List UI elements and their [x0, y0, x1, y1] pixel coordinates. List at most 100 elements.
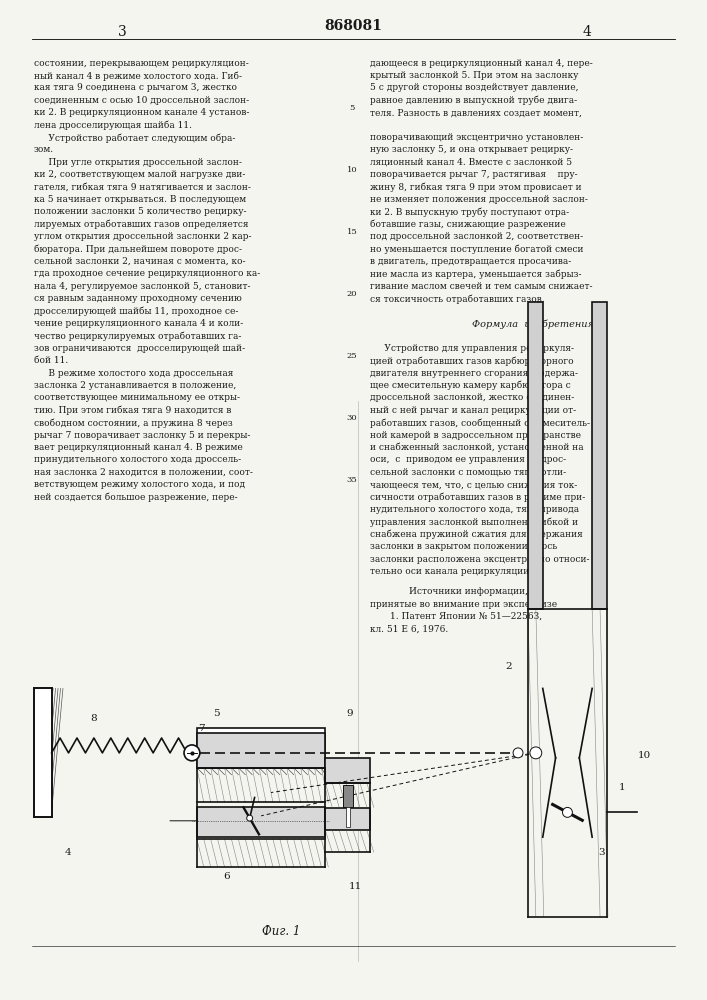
Text: 2: 2	[505, 662, 511, 671]
Text: ся равным заданному проходному сечению: ся равным заданному проходному сечению	[34, 294, 242, 303]
Text: 35: 35	[346, 476, 358, 484]
Text: дающееся в рециркуляционный канал 4, пере-: дающееся в рециркуляционный канал 4, пер…	[370, 59, 592, 68]
Text: При угле открытия дроссельной заслон-: При угле открытия дроссельной заслон-	[34, 158, 242, 167]
Text: ка 5 начинает открываться. В последующем: ка 5 начинает открываться. В последующем	[34, 195, 246, 204]
Text: 868081: 868081	[324, 19, 382, 33]
Text: ние масла из картера, уменьшается забрыз-: ние масла из картера, уменьшается забрыз…	[370, 269, 581, 279]
Text: управления заслонкой выполнена гибкой и: управления заслонкой выполнена гибкой и	[370, 517, 578, 527]
Text: под дроссельной заслонкой 2, соответствен-: под дроссельной заслонкой 2, соответстве…	[370, 232, 583, 241]
Bar	[325, 758, 370, 783]
Text: 1: 1	[619, 783, 625, 792]
Text: тию. При этом гибкая тяга 9 находится в: тию. При этом гибкая тяга 9 находится в	[34, 406, 231, 415]
Text: бой 11.: бой 11.	[34, 356, 68, 365]
Bar	[197, 733, 325, 768]
Text: ный канал 4 в режиме холостого хода. Гиб-: ный канал 4 в режиме холостого хода. Гиб…	[34, 71, 242, 81]
Text: ся токсичность отработавших газов.: ся токсичность отработавших газов.	[370, 294, 544, 304]
Text: 5: 5	[349, 104, 355, 112]
Text: но уменьшается поступление богатой смеси: но уменьшается поступление богатой смеси	[370, 245, 583, 254]
Text: крытый заслонкой 5. При этом на заслонку: крытый заслонкой 5. При этом на заслонку	[370, 71, 578, 80]
Text: состоянии, перекрывающем рециркуляцион-: состоянии, перекрывающем рециркуляцион-	[34, 59, 249, 68]
Text: ки 2. В выпускную трубу поступают отра-: ки 2. В выпускную трубу поступают отра-	[370, 207, 569, 217]
Text: чающееся тем, что, с целью снижения ток-: чающееся тем, что, с целью снижения ток-	[370, 480, 577, 489]
Circle shape	[184, 745, 200, 761]
Circle shape	[247, 815, 252, 821]
Text: вает рециркуляционный канал 4. В режиме: вает рециркуляционный канал 4. В режиме	[34, 443, 243, 452]
Text: 4: 4	[65, 848, 71, 857]
Text: дроссельной заслонкой, жестко соединен-: дроссельной заслонкой, жестко соединен-	[370, 393, 574, 402]
Text: тельно оси канала рециркуляции.: тельно оси канала рециркуляции.	[370, 567, 532, 576]
Text: 3: 3	[118, 25, 127, 39]
Text: поворачивающий эксцентрично установлен-: поворачивающий эксцентрично установлен-	[370, 133, 583, 142]
Circle shape	[563, 807, 573, 817]
Text: зом.: зом.	[34, 145, 54, 154]
Text: 6: 6	[223, 872, 230, 881]
Text: чество рециркулируемых отработавших га-: чество рециркулируемых отработавших га-	[34, 331, 241, 341]
Text: нудительного холостого хода, тяга привода: нудительного холостого хода, тяга привод…	[370, 505, 579, 514]
Text: равное давлению в выпускной трубе двига-: равное давлению в выпускной трубе двига-	[370, 96, 577, 105]
Bar	[592, 302, 607, 609]
Text: заслонки расположена эксцентрично относи-: заслонки расположена эксцентрично относи…	[370, 555, 590, 564]
Text: оси,  с  приводом ее управления от дрос-: оси, с приводом ее управления от дрос-	[370, 455, 566, 464]
Text: ляционный канал 4. Вместе с заслонкой 5: ляционный канал 4. Вместе с заслонкой 5	[370, 158, 572, 167]
Text: ной камерой в задроссельном пространстве: ной камерой в задроссельном пространстве	[370, 431, 581, 440]
Text: ки 2, соответствующем малой нагрузке дви-: ки 2, соответствующем малой нагрузке дви…	[34, 170, 245, 179]
Text: чение рециркуляционного канала 4 и коли-: чение рециркуляционного канала 4 и коли-	[34, 319, 243, 328]
Text: 3: 3	[599, 848, 605, 857]
Bar	[528, 302, 543, 609]
Text: кл. 51 Е 6, 1976.: кл. 51 Е 6, 1976.	[370, 624, 448, 633]
Text: ней создается большое разрежение, пере-: ней создается большое разрежение, пере-	[34, 493, 238, 502]
Text: В режиме холостого хода дроссельная: В режиме холостого хода дроссельная	[34, 369, 233, 378]
Text: гателя, гибкая тяга 9 натягивается и заслон-: гателя, гибкая тяга 9 натягивается и зас…	[34, 183, 251, 192]
Text: 7: 7	[199, 724, 205, 733]
Text: гда проходное сечение рециркуляционного ка-: гда проходное сечение рециркуляционного …	[34, 269, 260, 278]
Text: лируемых отработавших газов определяется: лируемых отработавших газов определяется	[34, 220, 248, 229]
Text: соединенным с осью 10 дроссельной заслон-: соединенным с осью 10 дроссельной заслон…	[34, 96, 249, 105]
Bar	[325, 808, 370, 830]
Text: ки 2. В рециркуляционном канале 4 установ-: ки 2. В рециркуляционном канале 4 устано…	[34, 108, 249, 117]
Text: принудительного холостого хода дроссель-: принудительного холостого хода дроссель-	[34, 455, 241, 464]
Text: рычаг 7 поворачивает заслонку 5 и перекры-: рычаг 7 поворачивает заслонку 5 и перекр…	[34, 431, 250, 440]
Text: в двигатель, предотвращается просачива-: в двигатель, предотвращается просачива-	[370, 257, 571, 266]
Text: цией отработавших газов карбюраторного: цией отработавших газов карбюраторного	[370, 356, 573, 366]
Text: принятые во внимание при экспертизе: принятые во внимание при экспертизе	[370, 600, 557, 609]
Bar	[343, 785, 353, 807]
Text: 8: 8	[90, 714, 96, 723]
Text: 11: 11	[349, 882, 361, 891]
Text: сельной заслонки 2, начиная с момента, ко-: сельной заслонки 2, начиная с момента, к…	[34, 257, 245, 266]
Text: ную заслонку 5, и она открывает рецирку-: ную заслонку 5, и она открывает рецирку-	[370, 145, 573, 154]
Circle shape	[513, 748, 523, 758]
Text: ботавшие газы, снижающие разрежение: ботавшие газы, снижающие разрежение	[370, 220, 566, 229]
Text: 25: 25	[346, 352, 357, 360]
Text: щее смесительную камеру карбюратора с: щее смесительную камеру карбюратора с	[370, 381, 571, 390]
Text: ветствующем режиму холостого хода, и под: ветствующем режиму холостого хода, и под	[34, 480, 245, 489]
Text: лена дросселирующая шайба 11.: лена дросселирующая шайба 11.	[34, 121, 192, 130]
Text: ный с ней рычаг и канал рециркуляции от-: ный с ней рычаг и канал рециркуляции от-	[370, 406, 576, 415]
Text: Устройство для управления рециркуля-: Устройство для управления рециркуля-	[370, 344, 574, 353]
Text: работавших газов, сообщенный со смеситель-: работавших газов, сообщенный со смесител…	[370, 418, 590, 428]
Text: гивание маслом свечей и тем самым снижает-: гивание маслом свечей и тем самым снижае…	[370, 282, 592, 291]
Text: углом открытия дроссельной заслонки 2 кар-: углом открытия дроссельной заслонки 2 ка…	[34, 232, 251, 241]
Text: сельной заслонки с помощью тяги, отли-: сельной заслонки с помощью тяги, отли-	[370, 468, 566, 477]
Text: 20: 20	[346, 290, 357, 298]
Text: Фиг. 1: Фиг. 1	[262, 925, 300, 938]
Circle shape	[530, 747, 542, 759]
Bar	[197, 807, 325, 837]
Text: 4: 4	[583, 25, 592, 39]
Text: 30: 30	[346, 414, 357, 422]
Text: 15: 15	[346, 228, 358, 236]
Text: 10: 10	[346, 166, 357, 174]
Text: двигателя внутреннего сгорания, содержа-: двигателя внутреннего сгорания, содержа-	[370, 369, 578, 378]
Bar	[34, 688, 52, 817]
Text: и снабженный заслонкой, установленной на: и снабженный заслонкой, установленной на	[370, 443, 583, 452]
Bar	[197, 728, 325, 768]
Text: 1. Патент Японии № 51—22563,: 1. Патент Японии № 51—22563,	[390, 612, 542, 621]
Text: 9: 9	[346, 709, 354, 718]
Text: 10: 10	[638, 751, 651, 760]
Text: 5 с другой стороны воздействует давление,: 5 с другой стороны воздействует давление…	[370, 83, 578, 92]
Text: дросселирующей шайбы 11, проходное се-: дросселирующей шайбы 11, проходное се-	[34, 307, 238, 316]
Text: бюратора. При дальнейшем повороте дрос-: бюратора. При дальнейшем повороте дрос-	[34, 245, 242, 254]
Text: снабжена пружиной сжатия для удержания: снабжена пружиной сжатия для удержания	[370, 530, 583, 539]
Text: поворачивается рычаг 7, растягивая    пру-: поворачивается рычаг 7, растягивая пру-	[370, 170, 578, 179]
Text: сичности отработавших газов в режиме при-: сичности отработавших газов в режиме при…	[370, 493, 585, 502]
Text: кая тяга 9 соединена с рычагом 3, жестко: кая тяга 9 соединена с рычагом 3, жестко	[34, 83, 237, 92]
